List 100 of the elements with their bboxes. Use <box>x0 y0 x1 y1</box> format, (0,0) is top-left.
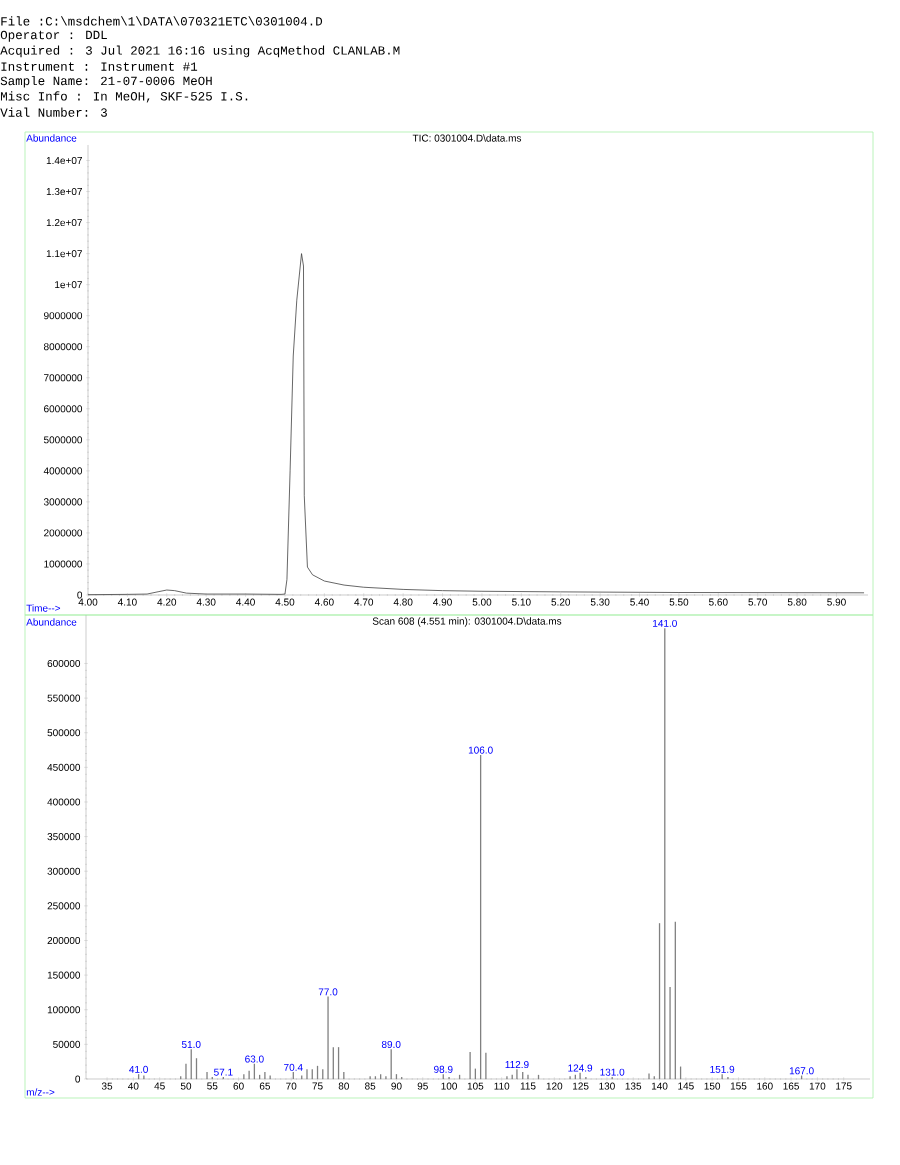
x-tick-label: 155 <box>730 1082 747 1090</box>
text: File :C:\msdchem\1\DATA\070321ETC\0301004.D <box>1 16 323 26</box>
annotation: 98.9 <box>434 1065 453 1073</box>
x-tick-label: 4.50 <box>275 598 295 606</box>
y-tick-label: 350000 <box>47 833 81 841</box>
x-tick-label: 4.80 <box>393 598 413 606</box>
x-tick-label: 65 <box>259 1082 271 1090</box>
y-tick-label: 500000 <box>47 729 81 737</box>
text: Sample Name: 21-07-0006 MeOH <box>0 75 212 88</box>
x-tick-label: 45 <box>154 1082 165 1090</box>
y-tick-label: 1.4e+07 <box>46 156 82 165</box>
text: Operator : DDL <box>0 30 107 42</box>
y-tick-label: 0 <box>75 1075 81 1083</box>
annotation: 124.9 <box>568 1064 593 1072</box>
y-tick-label: 5000000 <box>43 436 83 444</box>
text: Vial Number: 3 <box>0 107 107 117</box>
x-tick-label: 5.90 <box>827 598 846 606</box>
y-tick-label: 200000 <box>47 936 81 945</box>
annotation: 57.1 <box>214 1068 233 1076</box>
y-tick-label: 9000000 <box>44 312 83 320</box>
y-tick-label: 0 <box>77 591 83 599</box>
x-tick-label: 4.00 <box>78 598 98 606</box>
y-tick-label: 300000 <box>47 867 81 875</box>
y-axis-title: Abundance <box>26 134 77 142</box>
text: Acquired : 3 Jul 2021 16:16 using AcqMethod CLANLAB.M <box>0 45 400 58</box>
y-tick-label: 1e+07 <box>55 281 82 289</box>
x-tick-label: 4.90 <box>433 598 452 606</box>
x-tick-label: 160 <box>757 1082 773 1090</box>
x-tick-label: 120 <box>546 1082 563 1090</box>
annotation: 151.9 <box>710 1065 735 1073</box>
x-tick-label: 5.00 <box>472 598 492 606</box>
x-tick-label: 5.10 <box>512 598 531 606</box>
y-tick-label: 550000 <box>47 694 81 702</box>
x-axis-title: m/z--> <box>26 1088 55 1096</box>
x-tick-label: 4.70 <box>354 598 374 606</box>
y-tick-label: 400000 <box>47 798 81 806</box>
x-tick-label: 140 <box>651 1082 668 1090</box>
y-tick-label: 100000 <box>47 1006 81 1014</box>
x-tick-label: 5.20 <box>551 598 571 606</box>
x-tick-label: 5.40 <box>630 598 649 606</box>
annotation: 41.0 <box>129 1065 148 1073</box>
x-tick-label: 125 <box>573 1082 589 1090</box>
annotation: 167.0 <box>789 1067 814 1075</box>
x-tick-label: 5.60 <box>708 598 728 606</box>
x-tick-label: 75 <box>312 1082 323 1090</box>
y-tick-label: 250000 <box>47 902 81 910</box>
x-tick-label: 5.70 <box>748 598 768 606</box>
x-tick-label: 110 <box>494 1082 510 1090</box>
y-axis-title: Abundance <box>26 618 77 626</box>
y-tick-label: 1000000 <box>44 560 83 568</box>
y-tick-label: 4000000 <box>43 467 83 475</box>
x-tick-label: 50 <box>180 1082 192 1090</box>
x-tick-label: 4.10 <box>117 598 137 606</box>
annotation: 131.0 <box>600 1068 625 1076</box>
y-tick-label: 8000000 <box>43 343 83 351</box>
x-axis-title: Time--> <box>26 604 61 612</box>
y-tick-label: 1.3e+07 <box>46 188 82 196</box>
annotation: 89.0 <box>381 1040 401 1049</box>
x-tick-label: 80 <box>338 1082 349 1090</box>
x-tick-label: 170 <box>809 1082 826 1090</box>
x-tick-label: 165 <box>783 1082 799 1090</box>
x-tick-label: 145 <box>678 1082 694 1090</box>
text: Misc Info : In MeOH, SKF-525 I.S. <box>0 91 248 103</box>
x-tick-label: 70 <box>286 1082 297 1090</box>
x-tick-label: 130 <box>599 1082 615 1090</box>
x-tick-label: 5.30 <box>590 598 610 606</box>
x-tick-label: 100 <box>441 1082 458 1090</box>
x-tick-label: 85 <box>365 1082 376 1090</box>
x-tick-label: 150 <box>704 1082 721 1090</box>
y-tick-label: 3000000 <box>43 498 83 506</box>
x-tick-label: 95 <box>417 1082 428 1090</box>
x-tick-label: 5.80 <box>787 598 807 606</box>
x-tick-label: 115 <box>520 1082 536 1090</box>
x-tick-label: 90 <box>391 1082 402 1090</box>
annotation: 141.0 <box>653 619 677 627</box>
x-tick-label: 4.40 <box>236 598 255 606</box>
x-tick-label: 175 <box>836 1082 852 1090</box>
y-tick-label: 1.2e+07 <box>46 219 82 227</box>
y-tick-label: 50000 <box>53 1040 81 1048</box>
x-tick-label: 4.30 <box>196 598 216 606</box>
annotation: 70.4 <box>284 1063 303 1071</box>
annotation: 51.0 <box>181 1040 201 1049</box>
x-tick-label: 5.50 <box>669 598 689 606</box>
x-tick-label: 4.60 <box>314 598 334 606</box>
y-tick-label: 150000 <box>47 971 81 979</box>
annotation: 77.0 <box>318 988 338 996</box>
y-tick-label: 600000 <box>47 659 81 668</box>
x-tick-label: 55 <box>207 1082 218 1090</box>
x-tick-label: 40 <box>128 1082 139 1090</box>
x-tick-label: 60 <box>233 1082 244 1090</box>
chart-title: Scan 608 (4.551 min): 0301004.D\data.ms <box>372 617 562 627</box>
chart-title: TIC: 0301004.D\data.ms <box>412 134 522 142</box>
x-tick-label: 35 <box>101 1082 113 1090</box>
text: Instrument : Instrument #1 <box>1 62 198 71</box>
y-tick-label: 1.1e+07 <box>46 250 82 258</box>
y-tick-label: 2000000 <box>44 529 83 537</box>
annotation: 63.0 <box>245 1055 264 1063</box>
x-tick-label: 105 <box>467 1082 484 1090</box>
y-tick-label: 6000000 <box>44 405 83 413</box>
x-tick-label: 135 <box>625 1082 642 1090</box>
